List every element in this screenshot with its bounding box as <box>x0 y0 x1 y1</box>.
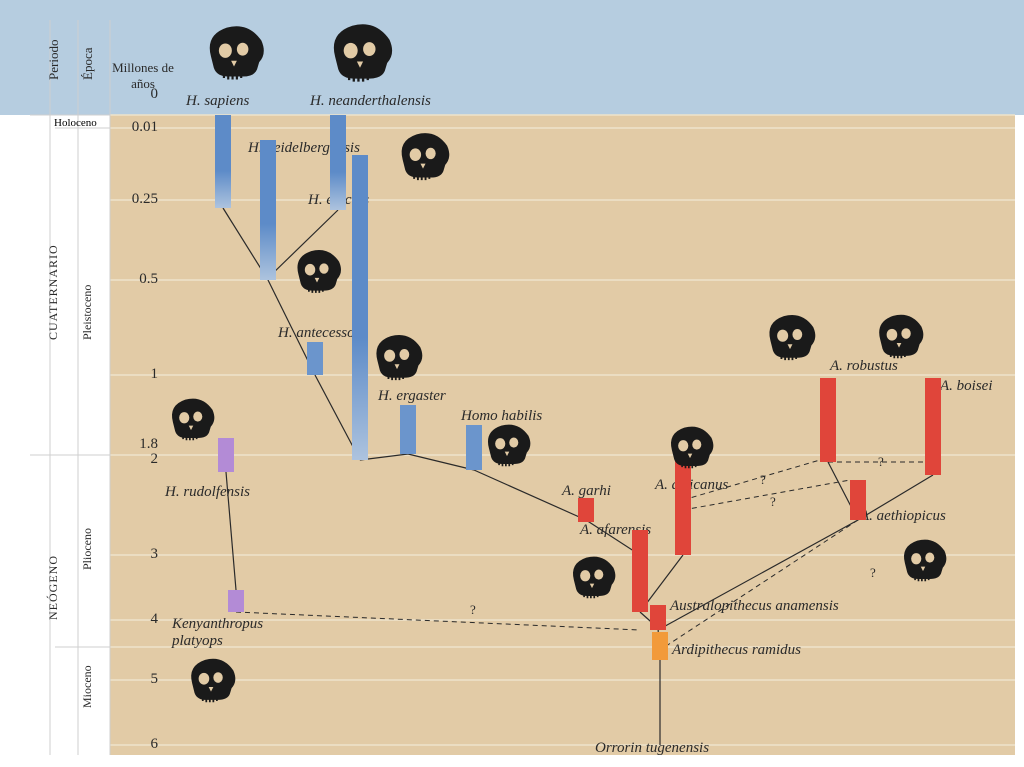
epoch-label: Pleistoceno <box>80 285 95 340</box>
epoch-label: Mioceno <box>80 665 95 708</box>
skull-icon <box>160 394 222 442</box>
epoch-label: Holoceno <box>54 117 97 129</box>
species-bar-boisei <box>925 378 941 475</box>
species-bar-kenyanthropus <box>228 590 244 612</box>
period-label: CUATERNARIO <box>46 244 61 340</box>
y-tick-label: 5 <box>112 671 158 688</box>
phylogeny-chart: Periodo Época Millones de años CUATERNAR… <box>0 0 1024 767</box>
species-label-ardipithecus: Ardipithecus ramidus <box>672 642 801 659</box>
skull-icon <box>288 245 346 295</box>
species-bar-afarensis <box>632 530 648 612</box>
species-label-africanus: A. africanus <box>655 477 728 494</box>
uncertainty-marker: ? <box>870 565 876 581</box>
species-bar-africanus <box>675 460 691 555</box>
skull-icon <box>320 18 400 84</box>
plot-area <box>110 115 1015 755</box>
uncertainty-marker: ? <box>760 472 766 488</box>
uncertainty-marker: ? <box>470 602 476 618</box>
species-label-antecessor: H. antecessor <box>278 325 361 342</box>
species-bar-erectus <box>352 155 368 460</box>
species-bar-antecessor <box>307 342 323 375</box>
species-bar-ardipithecus <box>652 632 668 660</box>
species-label-kenyanthropus: Kenyanthropusplatyops <box>172 616 263 650</box>
species-label-anamensis: Australopithecus anamensis <box>670 598 839 615</box>
skull-icon <box>180 654 242 704</box>
species-bar-heidelbergensis <box>260 140 276 280</box>
axis-header-periodo: Periodo <box>46 40 62 80</box>
species-bar-rudolfensis <box>218 438 234 472</box>
skull-icon <box>890 535 956 583</box>
period-label: NEÓGENO <box>46 555 61 620</box>
skull-icon <box>366 330 428 382</box>
skull-icon <box>388 128 458 182</box>
species-bar-ergaster <box>400 405 416 454</box>
species-label-ergaster: H. ergaster <box>378 388 446 405</box>
y-tick-label: 0 <box>112 86 158 103</box>
species-label-aethiopicus: A. aethiopicus <box>860 508 946 525</box>
species-bar-sapiens <box>215 115 231 208</box>
species-bar-anamensis <box>650 605 666 630</box>
y-tick-label: 3 <box>112 546 158 563</box>
species-bar-robustus <box>820 378 836 462</box>
y-tick-label: 6 <box>112 736 158 753</box>
skull-icon <box>476 420 538 468</box>
skull-icon <box>660 422 720 470</box>
species-label-orrorin: Orrorin tugenensis <box>595 740 709 757</box>
y-tick-label: 0.25 <box>112 191 158 208</box>
species-label-boisei: A. boisei <box>940 378 993 395</box>
uncertainty-marker: ? <box>770 494 776 510</box>
skull-icon <box>562 552 622 600</box>
y-tick-label: 1 <box>112 366 158 383</box>
species-label-neanderthalensis: H. neanderthalensis <box>310 93 431 110</box>
y-tick-label: 2 <box>112 451 158 468</box>
skull-icon <box>868 310 930 360</box>
species-bar-garhi <box>578 498 594 522</box>
skull-icon <box>758 310 822 362</box>
y-tick-label: 0.01 <box>112 119 158 136</box>
species-bar-neanderthalensis <box>330 115 346 210</box>
skull-icon <box>198 18 270 84</box>
species-label-sapiens: H. sapiens <box>186 93 249 110</box>
uncertainty-marker: ? <box>878 454 884 470</box>
epoch-label: Plioceno <box>80 528 95 570</box>
axis-header-epoca: Época <box>80 48 96 80</box>
species-label-rudolfensis: H. rudolfensis <box>165 484 250 501</box>
y-tick-label: 4 <box>112 611 158 628</box>
species-bar-aethiopicus <box>850 480 866 520</box>
species-label-robustus: A. robustus <box>830 358 898 375</box>
y-tick-label: 0.5 <box>112 271 158 288</box>
